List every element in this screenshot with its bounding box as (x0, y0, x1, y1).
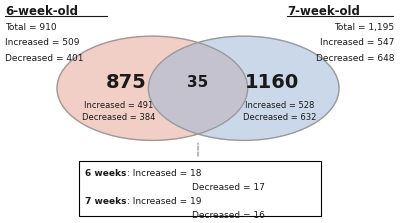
Text: Total = 910: Total = 910 (5, 23, 57, 32)
FancyBboxPatch shape (79, 161, 321, 217)
Text: Decreased = 17: Decreased = 17 (192, 183, 265, 192)
Text: 1160: 1160 (244, 73, 299, 92)
Text: 875: 875 (106, 73, 147, 92)
Text: : Increased = 18: : Increased = 18 (126, 169, 201, 178)
Text: Total = 1,195: Total = 1,195 (334, 23, 395, 32)
Text: Decreased = 632: Decreased = 632 (243, 113, 316, 122)
Circle shape (148, 36, 339, 140)
Text: 35: 35 (187, 75, 209, 90)
Text: Increased = 509: Increased = 509 (5, 38, 80, 47)
Circle shape (57, 36, 248, 140)
Text: Decreased = 648: Decreased = 648 (316, 54, 395, 62)
Text: : Increased = 19: : Increased = 19 (126, 197, 201, 206)
Text: Decreased = 384: Decreased = 384 (82, 113, 155, 122)
Text: Decreased = 16: Decreased = 16 (192, 211, 265, 220)
Text: 6 weeks: 6 weeks (85, 169, 126, 178)
Text: Increased = 528: Increased = 528 (245, 101, 314, 110)
Text: 7-week-old: 7-week-old (287, 5, 360, 18)
Text: Increased = 491: Increased = 491 (84, 101, 153, 110)
Text: 6-week-old: 6-week-old (5, 5, 78, 18)
Text: Decreased = 401: Decreased = 401 (5, 54, 84, 62)
Text: Increased = 547: Increased = 547 (320, 38, 395, 47)
Text: 7 weeks: 7 weeks (85, 197, 126, 206)
